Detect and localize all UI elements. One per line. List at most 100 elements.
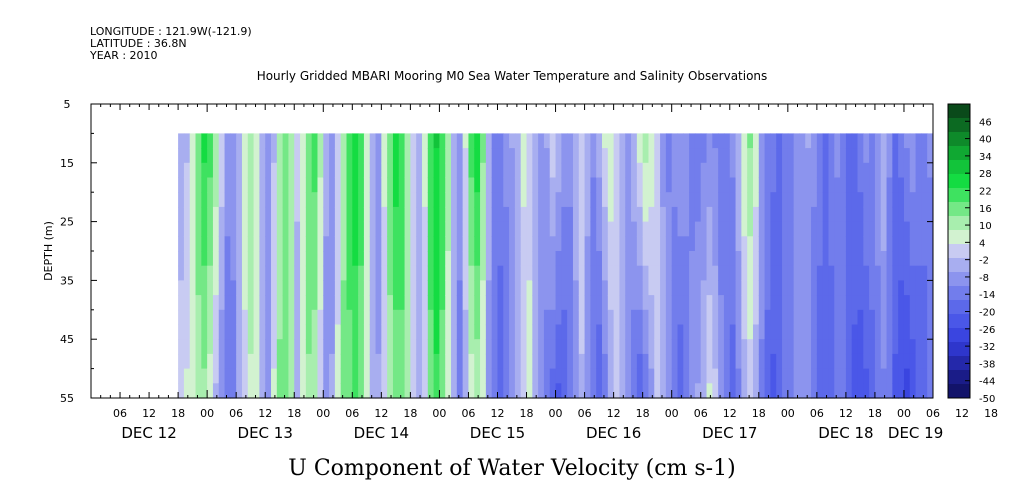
heatmap-cell <box>509 221 516 237</box>
heatmap-cell <box>747 339 754 355</box>
heatmap-cell <box>433 236 441 252</box>
heatmap-cell <box>416 265 423 281</box>
heatmap-cell <box>485 133 493 149</box>
heatmap-cell <box>427 162 435 179</box>
heatmap-cell <box>811 324 818 340</box>
heatmap-cell <box>224 368 231 384</box>
heatmap-cell <box>276 383 284 399</box>
heatmap-cell <box>578 368 586 384</box>
heatmap-cell <box>218 265 226 281</box>
heatmap-cell <box>822 177 830 193</box>
heatmap-cell <box>886 280 893 296</box>
heatmap-cell <box>474 177 481 193</box>
heatmap-cell <box>178 133 185 149</box>
heatmap-cell <box>578 324 586 340</box>
heatmap-cell <box>689 339 696 355</box>
heatmap-cell <box>178 324 185 340</box>
heatmap-cell <box>207 383 214 399</box>
heatmap-cell <box>927 368 933 384</box>
heatmap-cell <box>921 148 928 164</box>
heatmap-cell <box>625 177 632 193</box>
heatmap-cell <box>509 324 516 340</box>
heatmap-cell <box>909 221 917 237</box>
heatmap-cell <box>503 206 510 223</box>
heatmap-cell <box>474 236 481 252</box>
heatmap-cell <box>305 368 313 384</box>
heatmap-cell <box>590 206 597 223</box>
heatmap-cell <box>421 265 429 281</box>
heatmap-cell <box>334 265 342 281</box>
heatmap-cell <box>787 206 795 223</box>
heatmap-cell <box>427 133 435 149</box>
heatmap-cell <box>886 324 893 340</box>
heatmap-cell <box>636 368 644 384</box>
heatmap-cell <box>782 206 789 223</box>
heatmap-cell <box>526 221 533 237</box>
heatmap-cell <box>770 353 777 370</box>
heatmap-cell <box>230 177 237 193</box>
heatmap-cell <box>271 206 278 223</box>
heatmap-cell <box>903 280 911 296</box>
heatmap-cell <box>497 251 504 267</box>
heatmap-cell <box>421 383 429 399</box>
heatmap-cell <box>543 383 551 399</box>
heatmap-cell <box>671 280 679 296</box>
heatmap-cell <box>392 206 400 223</box>
heatmap-cell <box>816 383 824 399</box>
heatmap-cell <box>334 251 342 267</box>
heatmap-cell <box>874 162 882 179</box>
heatmap-cell <box>375 206 382 223</box>
heatmap-cell <box>613 353 621 370</box>
heatmap-cell <box>625 309 632 326</box>
heatmap-cell <box>421 309 429 326</box>
heatmap-cell <box>642 162 650 179</box>
heatmap-cell <box>462 280 470 296</box>
heatmap-cell <box>468 133 475 149</box>
heatmap-cell <box>195 265 202 281</box>
heatmap-cell <box>381 339 388 355</box>
heatmap-cell <box>648 192 655 208</box>
heatmap-cell <box>636 324 644 340</box>
heatmap-cell <box>660 177 667 193</box>
heatmap-cell <box>427 353 435 370</box>
heatmap-cell <box>410 353 417 370</box>
heatmap-cell <box>427 206 435 223</box>
heatmap-cell <box>869 265 876 281</box>
heatmap-cell <box>857 324 864 340</box>
heatmap-cell <box>305 221 313 237</box>
heatmap-cell <box>596 265 603 281</box>
heatmap-cell <box>665 309 673 326</box>
heatmap-cell <box>625 251 632 267</box>
heatmap-cell <box>758 353 766 370</box>
heatmap-cell <box>183 309 191 326</box>
heatmap-cell <box>538 148 545 164</box>
heatmap-cell <box>259 353 266 370</box>
heatmap-cell <box>201 192 208 208</box>
heatmap-cell <box>392 383 400 399</box>
heatmap-cell <box>433 368 441 384</box>
heatmap-cell <box>183 251 191 267</box>
heatmap-cell <box>787 236 795 252</box>
heatmap-cell <box>683 192 690 208</box>
heatmap-cell <box>793 309 801 326</box>
heatmap-cell <box>456 148 464 164</box>
heatmap-cell <box>584 236 591 252</box>
heatmap-cell <box>224 295 231 311</box>
heatmap-cell <box>346 221 353 237</box>
heatmap-cell <box>578 162 586 179</box>
heatmap-cell <box>822 368 830 384</box>
heatmap-cell <box>567 339 574 355</box>
heatmap-cell <box>300 221 307 237</box>
x-hour-label: 12 <box>839 407 853 420</box>
heatmap-cell <box>689 309 696 326</box>
heatmap-cell <box>776 177 783 193</box>
heatmap-cell <box>526 251 533 267</box>
heatmap-cell <box>892 206 899 223</box>
x-hour-label: 18 <box>636 407 650 420</box>
heatmap-cell <box>857 192 864 208</box>
heatmap-cell <box>735 162 742 179</box>
heatmap-cell <box>607 280 615 296</box>
heatmap-cell <box>706 339 713 355</box>
heatmap-cell <box>648 309 655 326</box>
heatmap-cell <box>787 339 795 355</box>
